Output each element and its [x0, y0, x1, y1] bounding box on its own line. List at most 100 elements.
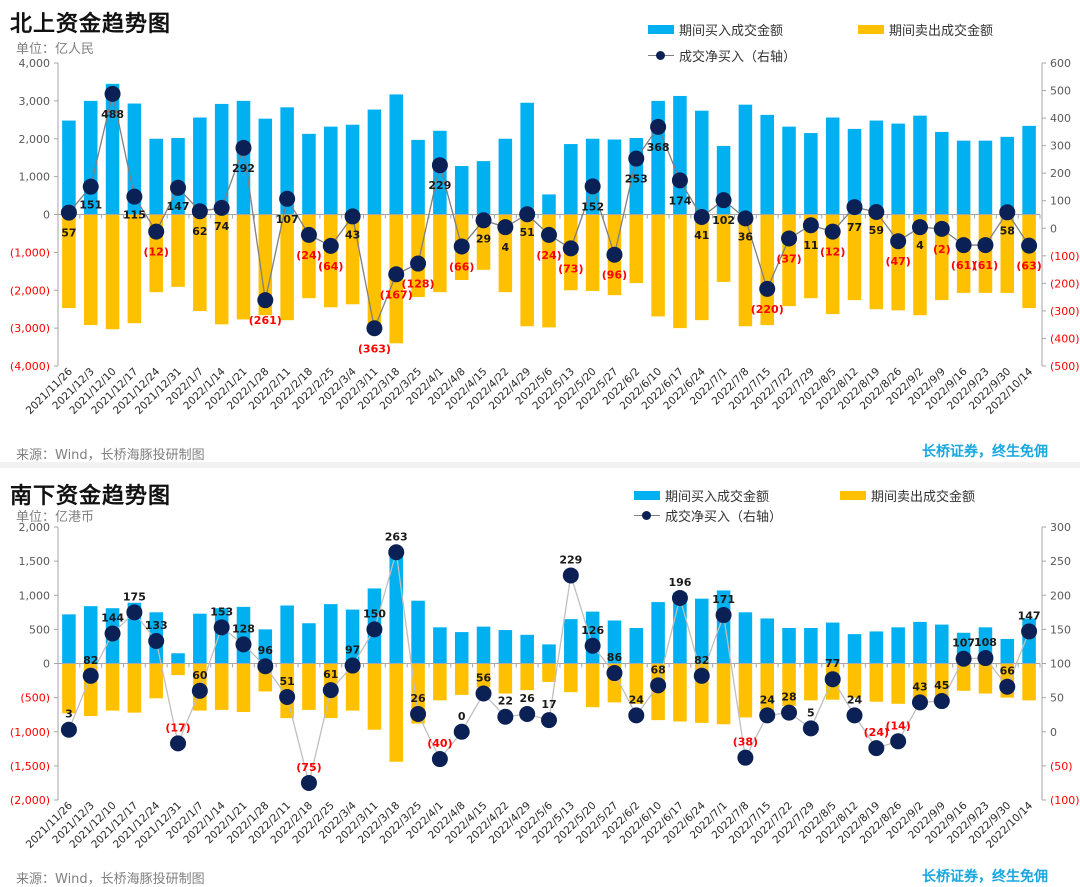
sell-bar	[956, 214, 971, 293]
sell-bar	[716, 663, 731, 725]
net-markers	[60, 544, 1038, 791]
legend-sell: 期间卖出成交金额	[840, 486, 975, 505]
net-buy-marker	[650, 677, 667, 694]
buy-bar	[847, 128, 862, 215]
buy-bar	[542, 194, 556, 215]
legend-sell-label: 期间卖出成交金额	[889, 24, 994, 39]
buy-bar	[476, 626, 491, 664]
net-buy-marker	[933, 693, 950, 710]
net-buy-data-label: 66	[1000, 665, 1016, 678]
sell-bar	[476, 214, 491, 270]
net-buy-marker	[715, 192, 732, 209]
net-buy-marker	[781, 230, 798, 247]
sell-bar	[585, 214, 600, 292]
net-buy-marker	[366, 621, 383, 638]
sell-bar	[694, 214, 709, 321]
sell-bar	[629, 663, 644, 704]
net-buy-marker	[846, 199, 863, 216]
legend-sell-swatch	[858, 25, 884, 34]
buy-bar	[83, 606, 98, 664]
net-buy-data-label: 229	[428, 179, 451, 192]
left-axis-tick-label: 0	[43, 658, 50, 671]
right-axis-tick-label: 400	[1050, 112, 1071, 125]
net-buy-data-label: 77	[825, 657, 840, 670]
sell-bar	[869, 214, 884, 310]
buy-bar	[804, 133, 818, 215]
source-note: 来源：Wind，长桥海豚投研制图	[16, 448, 205, 463]
buy-bar	[411, 139, 425, 215]
buy-bar	[498, 630, 513, 664]
net-buy-marker	[475, 685, 492, 702]
net-buy-marker	[148, 223, 165, 240]
net-buy-data-label: 17	[541, 698, 556, 711]
sell-bar	[520, 214, 534, 327]
left-axis-tick-label: (1,500)	[10, 760, 50, 773]
left-axis-tick-label: 1,000	[19, 171, 51, 184]
net-buy-data-label: 229	[559, 553, 582, 566]
net-buy-data-label: 36	[738, 230, 754, 243]
right-axis-tick-label: 300	[1050, 140, 1071, 153]
sell-bar	[847, 663, 862, 698]
buy-bar	[782, 126, 796, 215]
sell-bar	[760, 663, 774, 712]
southbound-panel: 南下资金趋势图 单位：亿港币 期间买入成交金额 期间卖出成交金额 成交净买入（右…	[0, 468, 1080, 887]
net-buy-marker	[213, 619, 230, 636]
net-buy-marker	[191, 682, 208, 699]
net-buy-marker	[453, 723, 470, 740]
net-buy-data-label: 22	[498, 695, 513, 708]
net-buy-data-label: 43	[345, 228, 360, 241]
buy-bar	[1000, 136, 1015, 215]
buy-bar	[760, 114, 774, 215]
net-buy-data-label: 77	[847, 221, 862, 234]
sell-bar	[193, 214, 207, 312]
buy-bar	[760, 618, 774, 664]
buy-bar	[738, 612, 753, 664]
net-buy-marker	[126, 604, 143, 621]
sell-bar	[1022, 663, 1036, 701]
net-buy-marker	[170, 735, 187, 752]
net-buy-marker	[584, 637, 601, 654]
buy-bar	[956, 140, 971, 215]
net-buy-data-label: (61)	[973, 259, 998, 272]
net-buy-marker	[104, 625, 121, 642]
net-buy-marker	[279, 190, 296, 207]
buy-bar	[935, 624, 949, 664]
sell-bar	[804, 214, 818, 299]
net-buy-data-label: (61)	[951, 259, 976, 272]
net-buy-marker	[650, 118, 667, 135]
net-buy-marker	[846, 707, 863, 724]
net-buy-data-label: 57	[61, 227, 76, 240]
buy-bar	[913, 621, 927, 664]
buy-bar	[389, 94, 404, 215]
right-axis-tick-label: 100	[1050, 195, 1071, 208]
right-axis-tick-label: 250	[1050, 555, 1071, 568]
net-buy-marker	[322, 682, 339, 699]
right-axis-tick-label: 100	[1050, 658, 1071, 671]
buy-bar	[193, 117, 207, 215]
left-axis: 4,000 3,000 2,000 1,000 0 (1,000) (2,000) (3,00…	[10, 57, 59, 373]
net-buy-data-label: (24)	[296, 249, 321, 262]
net-buy-marker	[388, 266, 405, 283]
sell-bar	[673, 663, 687, 722]
net-buy-marker	[1021, 237, 1038, 254]
net-buy-marker	[519, 206, 536, 223]
buy-bar	[913, 115, 927, 215]
buy-bar	[433, 627, 447, 664]
net-buy-marker	[235, 139, 252, 156]
sell-bar	[171, 214, 185, 287]
net-buy-data-label: 41	[694, 229, 709, 242]
net-buy-marker	[300, 226, 317, 243]
data-labels: 382144175133(17)601531289651(75)61971502…	[65, 530, 1040, 774]
x-axis-labels: 2021/11/262021/12/32021/12/102021/12/172…	[24, 799, 1036, 851]
net-buy-marker	[693, 667, 710, 684]
net-buy-data-label: 51	[520, 226, 535, 239]
buy-bar	[105, 83, 120, 215]
net-buy-data-label: 11	[803, 239, 818, 252]
buy-bar	[258, 118, 273, 215]
net-buy-data-label: 29	[476, 232, 491, 245]
net-buy-marker	[824, 671, 841, 688]
net-buy-data-label: 150	[363, 607, 386, 620]
sell-bar	[105, 214, 120, 330]
left-axis-tick-label: 2,000	[19, 521, 51, 534]
legend-buy-label: 期间买入成交金额	[679, 24, 784, 39]
